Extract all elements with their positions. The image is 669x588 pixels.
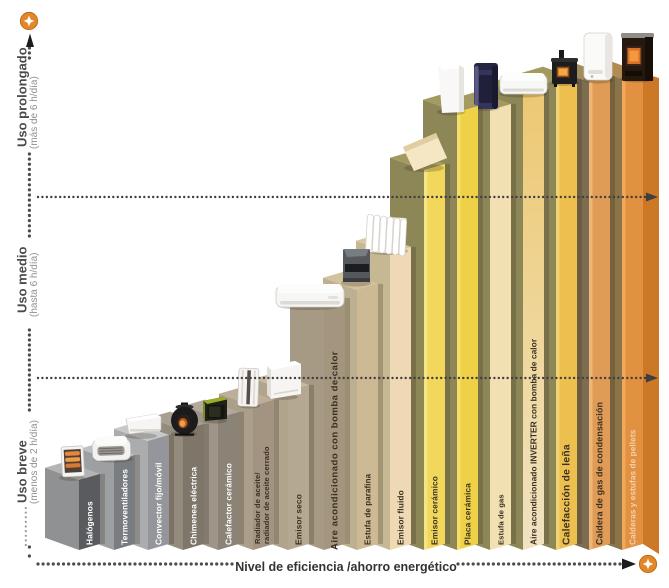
svg-text:(más de 6 h/día): (más de 6 h/día) xyxy=(29,76,40,149)
svg-text:Calderas y estufas de pellets: Calderas y estufas de pellets xyxy=(629,429,638,545)
svg-text:Termoventiladores: Termoventiladores xyxy=(120,469,130,545)
svg-text:Estufa de parafina: Estufa de parafina xyxy=(364,473,373,545)
svg-text:Calefactor cerámico: Calefactor cerámico xyxy=(224,463,234,545)
svg-text:Nivel de eficiencia /ahorro en: Nivel de eficiencia /ahorro energético xyxy=(235,560,457,574)
svg-text:(hasta 6 h/día): (hasta 6 h/día) xyxy=(29,253,40,317)
svg-text:Aire acondicionado INVERTER co: Aire acondicionado INVERTER con bomba de… xyxy=(529,338,539,545)
svg-text:Caldera de gas de condensación: Caldera de gas de condensación xyxy=(595,402,605,545)
svg-text:Calefacción de leña: Calefacción de leña xyxy=(562,444,573,545)
svg-text:Emisor fluido: Emisor fluido xyxy=(396,490,406,545)
svg-text:Uso medio: Uso medio xyxy=(15,246,30,313)
svg-text:Placa cerámica: Placa cerámica xyxy=(463,483,473,545)
svg-text:radiador de aceite cerrado: radiador de aceite cerrado xyxy=(262,446,271,544)
svg-text:Uso prolongado: Uso prolongado xyxy=(15,47,30,147)
svg-text:Radiador de aceite/: Radiador de aceite/ xyxy=(253,472,262,544)
svg-text:Halógenos: Halógenos xyxy=(85,501,95,545)
svg-text:Emisor seco: Emisor seco xyxy=(294,494,304,545)
svg-text:Convector fijo/móvil: Convector fijo/móvil xyxy=(154,462,164,545)
svg-text:Aire acondicionado con bomba d: Aire acondicionado con bomba de calor xyxy=(330,351,341,550)
svg-text:Emisor cerámico: Emisor cerámico xyxy=(430,476,440,545)
svg-text:Uso breve: Uso breve xyxy=(15,440,30,503)
svg-text:(menos de 2 h/día): (menos de 2 h/día) xyxy=(29,420,40,504)
svg-text:Estufa de gas: Estufa de gas xyxy=(497,494,506,545)
svg-text:Chimenea eléctrica: Chimenea eléctrica xyxy=(189,467,199,545)
